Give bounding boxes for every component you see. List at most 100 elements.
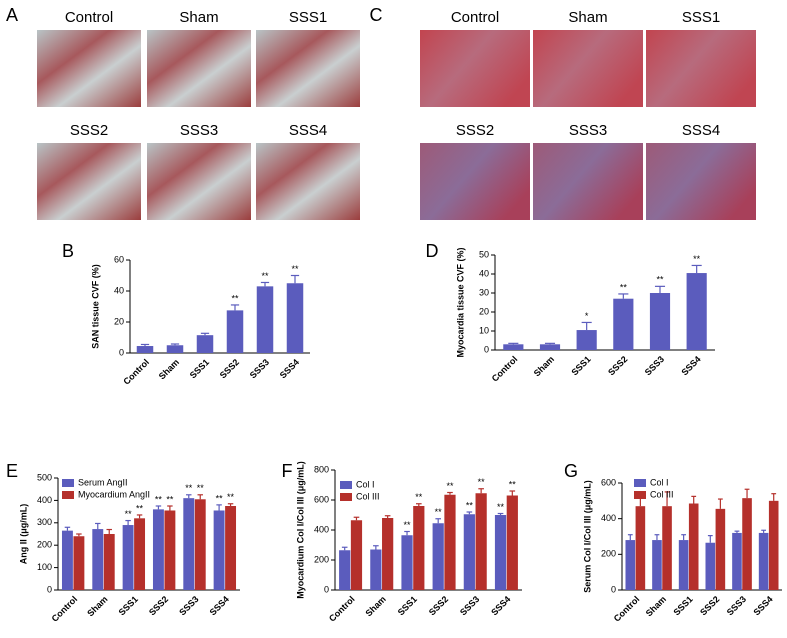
micrograph	[147, 143, 251, 220]
significance: **	[693, 254, 701, 264]
image-label: Sham	[568, 9, 607, 26]
y-tick-label: 400	[601, 513, 616, 523]
bar	[494, 515, 507, 590]
y-tick-label: 400	[314, 524, 329, 534]
significance: **	[404, 520, 412, 530]
bar	[503, 344, 524, 350]
y-tick-label: 600	[601, 477, 616, 487]
panel-letter: D	[426, 241, 439, 261]
significance: **	[155, 494, 163, 504]
y-tick-label: 60	[114, 254, 124, 264]
x-tick-label: Sham	[532, 354, 556, 378]
significance: **	[136, 503, 144, 513]
bar	[678, 540, 689, 590]
bar	[194, 499, 206, 590]
significance: **	[415, 492, 423, 502]
image-label: SSS3	[569, 122, 607, 139]
micrograph	[37, 143, 141, 220]
bar	[152, 509, 164, 590]
bar	[705, 542, 716, 590]
y-tick-label: 0	[611, 584, 616, 594]
significance: **	[466, 500, 474, 510]
x-tick-label: SSS3	[177, 594, 200, 617]
x-tick-label: SSS2	[147, 594, 170, 617]
bar	[73, 536, 85, 590]
x-tick-label: Control	[327, 594, 357, 624]
bar	[339, 550, 351, 590]
significance: **	[231, 293, 239, 303]
y-tick-label: 0	[484, 344, 489, 354]
x-tick-label: Sham	[157, 357, 181, 381]
bar	[506, 495, 518, 590]
x-tick-label: Sham	[644, 594, 668, 618]
legend-label: Serum AngII	[78, 477, 128, 487]
x-tick-label: SSS3	[458, 594, 481, 617]
legend-label: Col I	[356, 479, 375, 489]
y-axis-label: Ang II (μg/mL)	[18, 504, 28, 565]
bar	[715, 508, 726, 590]
bar	[732, 532, 742, 590]
image-label: SSS1	[682, 9, 720, 26]
micrograph	[147, 30, 251, 107]
y-tick-label: 10	[479, 325, 489, 335]
bar	[61, 530, 73, 590]
significance: **	[261, 271, 269, 281]
bar	[382, 518, 394, 590]
x-tick-label: Control	[121, 357, 151, 387]
legend-label: Col III	[650, 489, 674, 499]
micrograph	[533, 143, 643, 220]
bar	[686, 273, 707, 350]
bar	[768, 500, 779, 590]
y-tick-label: 400	[37, 495, 52, 505]
x-tick-label: SSS2	[427, 594, 450, 617]
x-tick-label: SSS1	[671, 594, 694, 617]
bar	[226, 310, 244, 353]
y-axis-label: Myocardium Col I/Col III (μg/mL)	[295, 461, 305, 599]
micrograph	[420, 143, 530, 220]
bar	[742, 498, 752, 590]
image-label: SSS3	[180, 122, 218, 139]
x-tick-label: SSS3	[643, 354, 666, 377]
y-axis-label: SAN tissue CVF (%)	[90, 264, 100, 349]
bar	[213, 510, 225, 590]
y-tick-label: 0	[47, 584, 52, 594]
image-label: SSS2	[456, 122, 494, 139]
legend-swatch	[634, 491, 646, 499]
micrograph	[37, 30, 141, 107]
y-tick-label: 0	[324, 584, 329, 594]
x-tick-label: SSS4	[278, 357, 301, 380]
bar	[649, 293, 671, 350]
y-tick-label: 200	[37, 540, 52, 550]
y-tick-label: 40	[479, 268, 489, 278]
significance: **	[185, 483, 193, 493]
panel-letter: F	[282, 461, 293, 481]
bar	[539, 344, 561, 350]
panel-letter: C	[370, 5, 383, 25]
significance: *	[585, 311, 589, 321]
bar	[122, 525, 134, 590]
x-tick-label: SSS3	[725, 594, 748, 617]
bar	[475, 493, 487, 590]
x-tick-label: SSS1	[396, 594, 419, 617]
bar	[576, 330, 597, 350]
y-tick-label: 50	[479, 249, 489, 259]
y-tick-label: 600	[314, 494, 329, 504]
y-tick-label: 200	[314, 554, 329, 564]
x-tick-label: SSS2	[606, 354, 629, 377]
image-label: Sham	[179, 9, 218, 26]
micrograph	[646, 143, 756, 220]
y-tick-label: 20	[479, 306, 489, 316]
bar	[463, 514, 475, 590]
micrograph	[420, 30, 530, 107]
panel-letter: B	[62, 241, 74, 261]
x-tick-label: SSS1	[569, 354, 592, 377]
image-label: SSS1	[289, 9, 327, 26]
bar	[625, 540, 636, 590]
bar	[370, 549, 382, 590]
bar	[613, 298, 634, 350]
significance: **	[446, 481, 454, 491]
bar	[196, 335, 214, 353]
significance: **	[216, 493, 224, 503]
bar	[134, 518, 146, 590]
